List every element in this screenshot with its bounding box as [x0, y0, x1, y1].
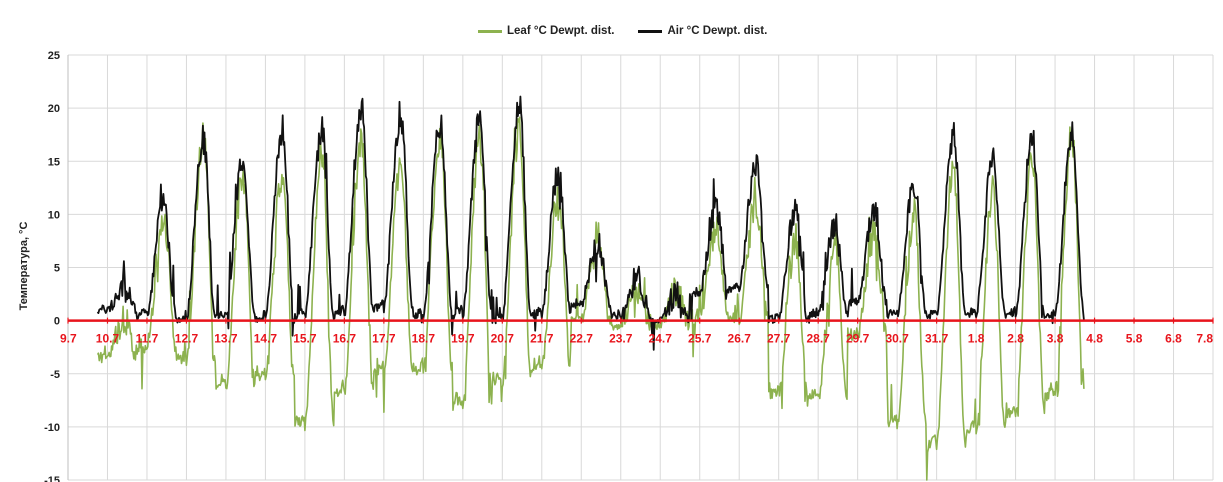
x-tick-label: 13.7 [214, 332, 238, 346]
x-tick-label: 9.7 [60, 332, 77, 346]
x-tick-label: 18.7 [412, 332, 436, 346]
x-tick-label: 22.7 [570, 332, 594, 346]
legend: Leaf °C Dewpt. dist. Air °C Dewpt. dist. [478, 22, 791, 40]
x-tick-label: 12.7 [175, 332, 199, 346]
legend-item-leaf: Leaf °C Dewpt. dist. [478, 25, 614, 37]
x-tick-label: 1.8 [968, 332, 985, 346]
x-tick-label: 15.7 [293, 332, 317, 346]
x-tick-label: 29.7 [846, 332, 870, 346]
x-tick-label: 16.7 [333, 332, 357, 346]
x-tick-label: 25.7 [688, 332, 712, 346]
x-tick-labels: 9.7 10.7 11.7 12.7 13.7 14.7 15.7 16.7 17.7 18.7 1… [60, 332, 1213, 346]
x-tick-label: 31.7 [925, 332, 949, 346]
y-tick-label: 25 [48, 50, 60, 62]
leaf-series-line [96, 116, 1085, 481]
x-tick-label: 17.7 [372, 332, 396, 346]
y-tick-labels: -15 -10 -5 0 5 10 15 20 25 [44, 50, 60, 482]
x-tick-label: 23.7 [609, 332, 633, 346]
zero-axis [67, 317, 1214, 324]
x-tick-label: 14.7 [254, 332, 278, 346]
x-tick-label: 24.7 [649, 332, 673, 346]
gridlines [67, 54, 1214, 481]
y-axis-title: Температура, °С [18, 221, 30, 311]
y-tick-label: -5 [50, 369, 60, 381]
x-tick-label: 30.7 [885, 332, 909, 346]
y-tick-label: 15 [48, 156, 60, 168]
legend-swatch-leaf [478, 29, 502, 33]
y-tick-label: 5 [54, 263, 60, 275]
x-tick-label: 28.7 [806, 332, 830, 346]
y-tick-label: 20 [48, 103, 60, 115]
x-tick-label: 7.8 [1196, 332, 1213, 346]
x-tick-label: 26.7 [728, 332, 752, 346]
x-tick-label: 2.8 [1007, 332, 1024, 346]
x-tick-label: 19.7 [451, 332, 475, 346]
legend-label-leaf: Leaf °C Dewpt. dist. [507, 25, 615, 37]
series-lines [96, 95, 1085, 481]
y-tick-label: 0 [54, 316, 60, 328]
y-tick-label: -15 [44, 475, 60, 482]
x-tick-label: 11.7 [136, 332, 159, 346]
y-tick-label: -10 [44, 422, 60, 434]
x-tick-label: 4.8 [1086, 332, 1103, 346]
x-tick-label: 5.8 [1126, 332, 1143, 346]
air-series-line [96, 95, 1085, 351]
x-tick-label: 3.8 [1047, 332, 1064, 346]
legend-item-air: Air °C Dewpt. dist. [638, 25, 767, 37]
x-tick-label: 27.7 [767, 332, 791, 346]
x-tick-label: 6.8 [1165, 332, 1182, 346]
legend-swatch-air [638, 29, 663, 33]
x-tick-label: 20.7 [491, 332, 515, 346]
legend-label-air: Air °C Dewpt. dist. [667, 25, 768, 37]
y-tick-label: 10 [48, 209, 60, 221]
x-tick-label: 21.7 [530, 332, 554, 346]
x-tick-label: 10.7 [96, 332, 120, 346]
